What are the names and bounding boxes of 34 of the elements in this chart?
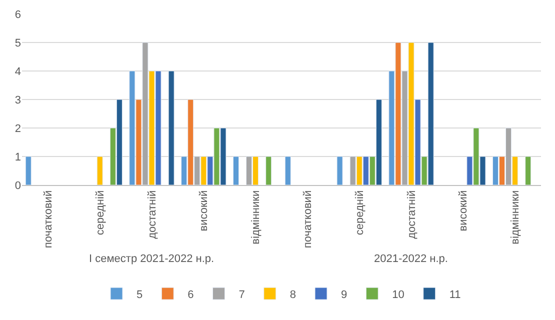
legend-label: 6 (188, 288, 194, 301)
bar (25, 156, 32, 185)
x-tick-label: достатній (406, 190, 418, 239)
x-tick-label: середній (94, 190, 106, 236)
legend-label: 10 (392, 288, 404, 301)
x-tick-label: достатній (146, 190, 158, 239)
x-tick-label: високий (198, 190, 210, 232)
x-tick-label: відмінники (510, 190, 522, 244)
y-tick-label: 5 (14, 37, 21, 50)
y-tick-label: 3 (14, 94, 21, 106)
x-tick-label: відмінники (250, 190, 262, 244)
legend-label: 5 (136, 288, 143, 301)
y-tick-label: 6 (14, 8, 21, 21)
y-tick-label: 4 (14, 66, 21, 78)
bar (96, 156, 103, 185)
legend-label: 9 (341, 288, 348, 301)
legend-label: 8 (290, 288, 296, 301)
x-tick-label: початковий (302, 190, 314, 248)
legend-label: 11 (449, 288, 461, 301)
bar (232, 156, 239, 185)
bar (284, 156, 291, 185)
y-tick-label: 0 (14, 180, 21, 192)
text: I семестр 2021-2022 н.р. (89, 253, 214, 265)
y-tick-label: 1 (14, 151, 21, 164)
x-tick-label: високий (458, 190, 470, 232)
bar (168, 70, 174, 185)
x-tick-label: середній (354, 190, 366, 236)
bar (266, 156, 272, 185)
bar (525, 156, 532, 185)
x-tick-label: початковий (42, 190, 55, 248)
legend-label: 7 (238, 288, 245, 301)
bar (336, 156, 343, 185)
y-tick-label: 2 (14, 122, 21, 135)
text: 2021-2022 н.р. (374, 253, 448, 265)
